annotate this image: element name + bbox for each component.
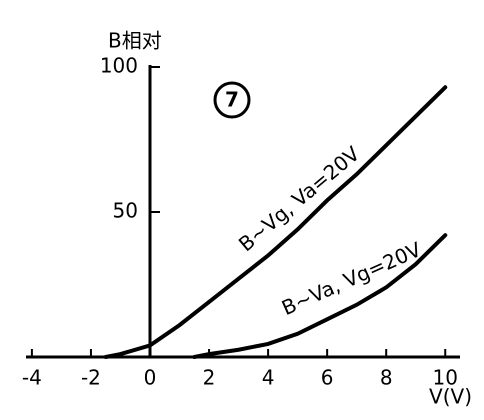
x-tick-label: 4 [262,366,275,390]
x-tick-label: 0 [144,366,157,390]
x-tick-label: -4 [22,366,42,390]
x-tick-label: -2 [81,366,101,390]
y-tick-label: 50 [113,199,138,223]
x-tick-label: 2 [203,366,216,390]
annotation: 7 [225,88,239,112]
x-tick-label: 8 [380,366,393,390]
y-tick-label: 100 [100,54,138,78]
x-tick-label: 10 [433,366,458,390]
x-tick-label: 6 [321,366,334,390]
x-axis-label: V(V) [429,385,472,409]
annotation-circle [213,81,251,119]
line [192,233,448,359]
y-axis-label: B相对 [108,29,162,53]
series-label: B~Vg, Va=20V [234,141,364,256]
line [103,85,448,359]
